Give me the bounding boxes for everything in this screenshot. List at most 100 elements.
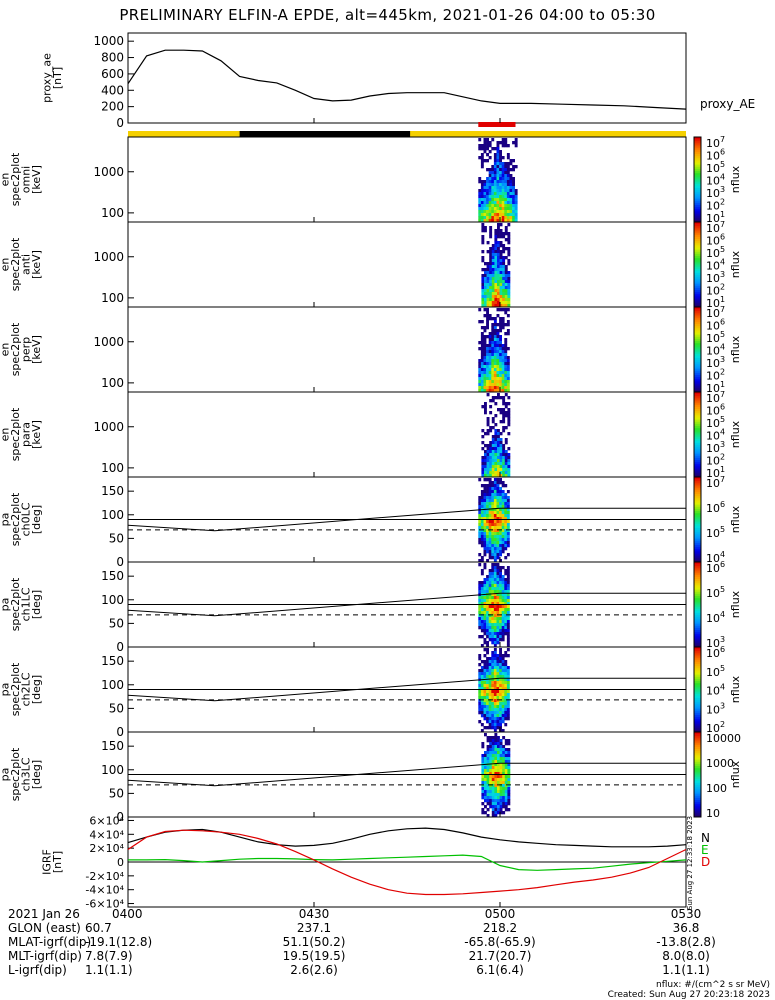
spectrogram-cell	[493, 210, 497, 214]
spectrogram-cell	[501, 186, 505, 190]
spectrogram-cell	[489, 742, 493, 746]
spectrogram-cell	[486, 320, 489, 324]
spectrogram-cell	[494, 736, 498, 740]
spectrogram-cell	[493, 720, 497, 724]
spectrogram-cell	[493, 635, 497, 639]
spectrogram-cell	[478, 523, 482, 527]
spectrogram-cell	[496, 153, 500, 157]
spectrogram-cell	[493, 529, 497, 533]
spectrogram-cell	[494, 808, 498, 812]
spectrogram-cell	[499, 523, 502, 527]
spectrogram-cell	[480, 584, 484, 588]
colorbar-cell	[694, 141, 701, 144]
spectrogram-cell	[491, 547, 495, 551]
spectrogram-cell	[483, 714, 487, 718]
spectrogram-cell	[491, 517, 495, 521]
spectrogram-cell	[483, 377, 487, 381]
spectrogram-cell	[507, 784, 511, 788]
colorbar-tick-exponent: 5	[720, 415, 725, 424]
spectrogram-cell	[496, 657, 500, 661]
spectrogram-cell	[480, 216, 484, 220]
spectrogram-cell	[504, 493, 508, 497]
spectrogram-cell	[504, 587, 508, 591]
spectrogram-cell	[501, 541, 505, 545]
spectrogram-cell	[486, 799, 490, 803]
spectrogram-cell	[506, 174, 510, 178]
spectrogram-cell	[484, 286, 487, 290]
spectrogram-cell	[496, 189, 500, 193]
colorbar-cell	[694, 763, 701, 767]
spectrogram-cell	[499, 456, 503, 460]
spectrogram-cell	[493, 614, 497, 618]
spectrogram-cell	[491, 751, 495, 755]
spectrogram-cell	[480, 198, 484, 202]
colorbar-cell	[694, 600, 701, 603]
spectrogram-cell	[484, 283, 487, 287]
colorbar-cell	[694, 236, 701, 240]
spectrogram-cell	[497, 435, 500, 439]
colorbar-cell	[694, 695, 701, 699]
spectrogram-cell	[480, 620, 484, 624]
spectrogram-cell	[501, 141, 505, 145]
spectrogram-cell	[496, 344, 500, 348]
spectrogram-cell	[488, 201, 492, 205]
spectrogram-cell	[491, 678, 495, 682]
spectrogram-cell	[491, 474, 495, 478]
colorbar-cell	[694, 797, 701, 801]
spectrogram-cell	[496, 156, 500, 160]
spectrogram-cell	[504, 289, 508, 293]
spectrogram-cell	[491, 641, 495, 645]
spectrogram-cell	[484, 229, 487, 233]
spectrogram-cell	[484, 408, 487, 412]
spectrogram-cell	[497, 408, 500, 412]
spectrogram-cell	[507, 793, 511, 797]
spectrogram-cell	[486, 432, 490, 436]
spectrogram-cell	[497, 429, 500, 433]
spectrogram-cell	[494, 796, 498, 800]
colorbar-cell	[694, 551, 701, 554]
spectrogram-cell	[501, 174, 505, 178]
colorbar-cell	[694, 564, 701, 567]
spectrogram-cell	[480, 192, 484, 196]
colorbar-cell	[694, 525, 701, 529]
colorbar-cell	[694, 810, 701, 814]
spectrogram-cell	[488, 684, 492, 688]
science-zone-bar	[478, 122, 516, 127]
spectrogram-cell	[488, 484, 492, 488]
spectrogram-cell	[499, 478, 502, 482]
spectrogram-cell	[504, 350, 508, 354]
spectrogram-cell	[496, 538, 500, 542]
colorbar-cell	[694, 383, 701, 387]
spectrogram-cell	[499, 165, 502, 169]
spectrogram-cell	[486, 429, 490, 433]
colorbar-cell	[694, 343, 701, 346]
spectrogram-cell	[496, 669, 500, 673]
spectrogram-cell	[493, 356, 497, 360]
spectrogram-cell	[486, 641, 489, 645]
spectrogram-cell	[501, 484, 505, 488]
spectrogram-cell	[478, 517, 482, 521]
spectrogram-cell	[499, 323, 502, 327]
spectrogram-cell	[486, 687, 489, 691]
spectrogram-cell	[504, 168, 508, 172]
colorbar-cell	[694, 623, 701, 627]
spectrogram-cell	[483, 192, 487, 196]
colorbar-cell	[694, 687, 701, 690]
spectrogram-cell	[496, 386, 500, 390]
colorbar-cell	[694, 239, 701, 242]
spectrogram-cell	[491, 438, 495, 442]
spectrogram-cell	[488, 347, 492, 351]
spectrogram-cell	[496, 213, 500, 217]
spectrogram-cell	[480, 189, 484, 193]
spectrogram-cell	[491, 189, 495, 193]
spectrogram-cell	[483, 547, 487, 551]
spectrogram-cell	[501, 514, 505, 518]
colorbar-cell	[694, 791, 701, 795]
spectrogram-cell	[501, 587, 505, 591]
ephemeris-row-label: MLAT-igrf(dip)	[8, 935, 91, 949]
spectrogram-cell	[499, 514, 502, 518]
spectrogram-cell	[504, 632, 508, 636]
spectrogram-cell	[491, 253, 495, 257]
spectrogram-cell	[504, 617, 508, 621]
